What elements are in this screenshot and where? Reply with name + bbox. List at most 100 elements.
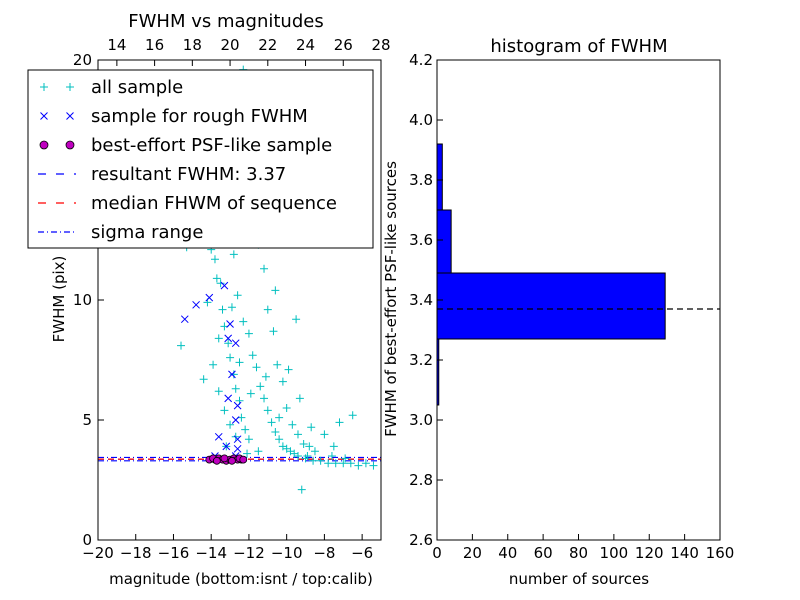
h-x-tick-label-7: 140	[670, 544, 699, 562]
histogram-x-label: number of sources	[509, 570, 649, 588]
top-x-tick-label-7: 28	[371, 36, 390, 54]
h-y-tick-label-2: 3.0	[409, 411, 433, 429]
point-0-21	[248, 351, 257, 360]
legend-marker-0-0	[40, 83, 48, 91]
legend-frame	[27, 69, 374, 249]
x-tick-label-6: −8	[313, 544, 335, 562]
point-0-56	[310, 447, 319, 456]
legend-marker-1-0	[40, 112, 48, 120]
x-tick-label-7: −6	[351, 544, 373, 562]
h-y-tick-label-7: 4.0	[409, 111, 433, 129]
top-x-tick-label-2: 18	[183, 36, 202, 54]
h-y-tick-label-3: 3.2	[409, 351, 433, 369]
point-0-6	[216, 279, 225, 288]
point-0-42	[361, 459, 370, 468]
point-0-27	[271, 428, 280, 436]
point-0-76	[292, 315, 301, 324]
histogram-bar-3	[436, 143, 443, 211]
point-2-14	[212, 456, 221, 465]
point-1-11	[233, 435, 242, 444]
point-1-5	[226, 320, 234, 328]
y-tick-label-0: 0	[82, 531, 92, 549]
h-y-tick-label-1: 2.8	[409, 471, 433, 489]
point-0-63	[177, 341, 186, 350]
top-x-tick-label-4: 22	[258, 36, 277, 54]
point-0-52	[288, 420, 297, 429]
point-0-23	[256, 382, 265, 391]
legend-label-2: best-effort PSF-like sample	[91, 135, 332, 156]
x-tick-label-2: −16	[158, 544, 190, 562]
point-0-69	[284, 365, 293, 374]
point-1-6	[231, 339, 240, 348]
legend-marker-0-1	[66, 83, 74, 91]
scatter-panel: FWHM vs magnitudes −20 −18 −16 −14 −12 −10 −8−…	[27, 11, 391, 588]
point-0-82	[246, 389, 255, 398]
point-0-79	[214, 334, 223, 343]
point-0-18	[233, 291, 242, 300]
x-tick-label-1: −18	[120, 544, 152, 562]
point-2-10	[220, 454, 229, 463]
point-0-39	[339, 459, 348, 468]
point-2-13	[239, 455, 248, 464]
point-0-81	[235, 358, 244, 367]
point-0-58	[214, 387, 223, 396]
histogram-y-label: FWHM of best-effort PSF-like sources	[382, 161, 400, 437]
point-0-53	[293, 430, 302, 439]
h-y-tick-label-5: 3.6	[409, 231, 433, 249]
point-0-86	[243, 449, 252, 458]
point-0-5	[212, 274, 221, 283]
h-y-tick-label-0: 2.6	[409, 531, 433, 549]
point-0-50	[278, 377, 287, 386]
histogram-title: histogram of FWHM	[490, 36, 667, 57]
point-0-36	[316, 456, 325, 465]
point-0-54	[299, 440, 308, 448]
point-1-4	[224, 334, 233, 343]
point-0-68	[271, 286, 280, 295]
point-0-37	[324, 459, 333, 468]
x-tick-label-5: −10	[271, 544, 303, 562]
point-1-13	[222, 442, 231, 451]
h-x-tick-label-5: 100	[600, 544, 629, 562]
point-0-70	[295, 394, 304, 403]
top-x-tick-label-3: 20	[221, 36, 240, 54]
point-0-89	[327, 452, 336, 460]
point-0-40	[346, 459, 355, 468]
y-tick-label-2: 10	[73, 291, 92, 309]
point-0-4	[210, 255, 219, 264]
point-1-12	[214, 432, 223, 441]
point-0-28	[275, 435, 284, 444]
point-0-46	[260, 264, 269, 273]
legend-label-3: resultant FWHM: 3.37	[91, 164, 286, 185]
h-x-tick-label-6: 120	[635, 544, 664, 562]
h-x-tick-label-3: 60	[534, 544, 553, 562]
histogram-ticks: 0 20 40 60 80 100 120 140 160 2.6 2.8 3.0 3.2 3.4 3.6 3…	[409, 51, 734, 562]
point-1-10	[231, 416, 240, 424]
h-x-tick-label-4: 80	[569, 544, 588, 562]
point-0-11	[229, 370, 238, 379]
legend-label-0: all sample	[91, 77, 183, 98]
point-0-83	[261, 372, 270, 381]
h-x-tick-label-2: 40	[498, 544, 517, 562]
x-tick-label-4: −12	[233, 544, 265, 562]
point-0-9	[224, 339, 233, 348]
point-0-74	[348, 411, 357, 420]
y-tick-label-3: 20	[73, 51, 92, 69]
h-x-tick-label-1: 20	[463, 544, 482, 562]
point-1-9	[233, 401, 242, 410]
scatter-ticks: −20 −18 −16 −14 −12 −10 −8 −6 14 16 18 20 22 24 26 28 0 5…	[73, 36, 391, 562]
h-x-tick-label-8: 160	[706, 544, 735, 562]
y-tick-label-1: 5	[82, 411, 92, 429]
point-0-51	[282, 404, 291, 412]
point-0-84	[275, 413, 284, 422]
h-y-tick-label-6: 3.8	[409, 171, 433, 189]
legend-marker-2-1	[65, 140, 75, 150]
histogram-bar-2	[436, 209, 452, 274]
point-0-60	[226, 420, 235, 429]
point-0-91	[297, 485, 306, 494]
x-tick-label-3: −14	[195, 544, 227, 562]
point-2-11	[228, 456, 236, 465]
point-0-26	[267, 418, 276, 427]
point-0-10	[226, 353, 235, 362]
h-y-tick-label-4: 3.4	[409, 291, 433, 309]
top-x-tick-label-5: 24	[296, 36, 315, 54]
